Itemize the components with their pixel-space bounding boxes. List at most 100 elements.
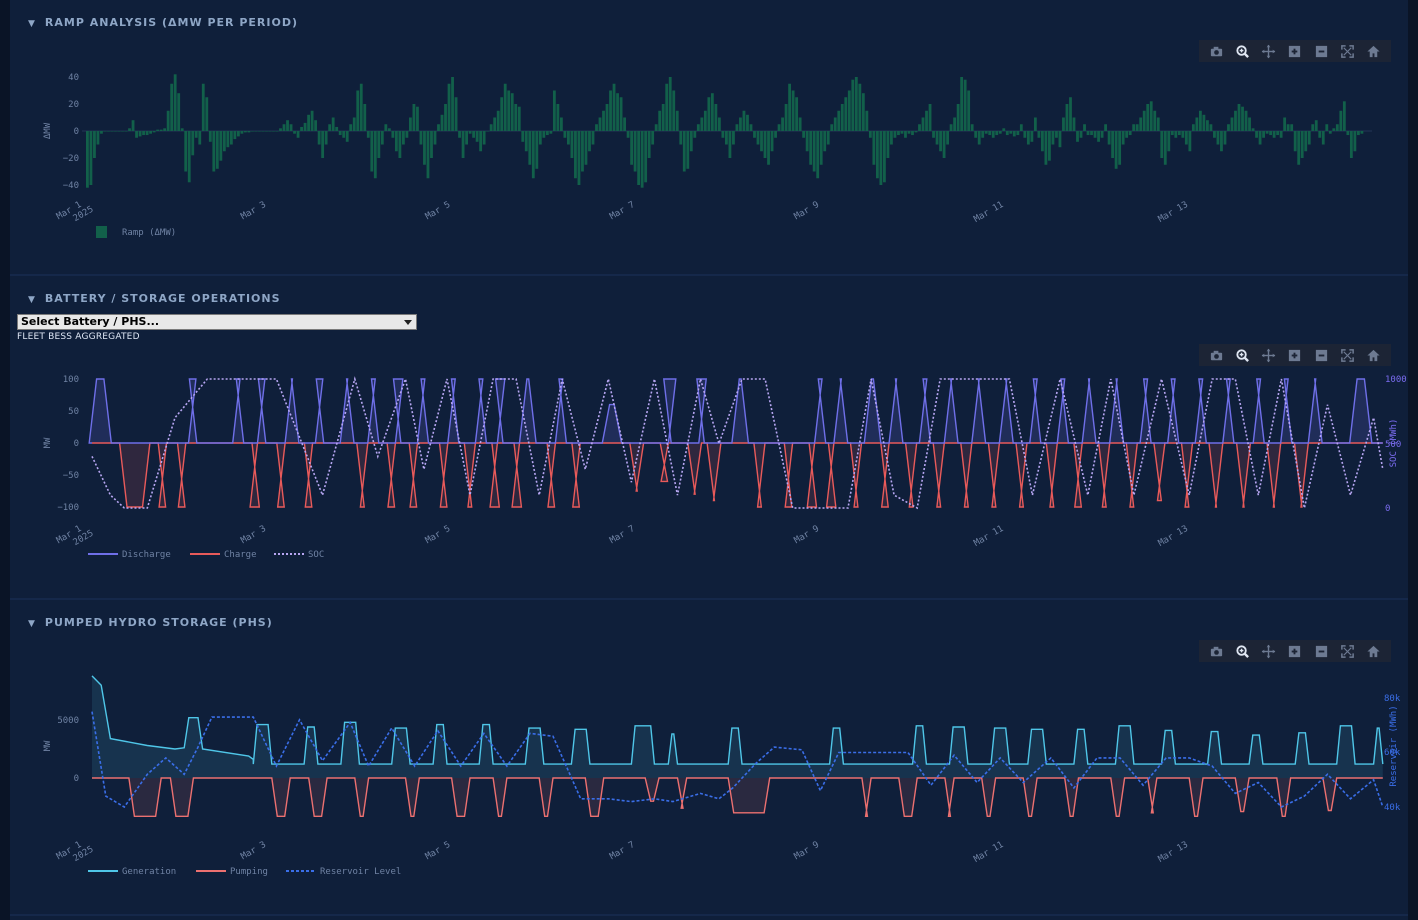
x-tick-label: Mar 3 [239, 524, 267, 546]
ramp-bar [465, 131, 468, 145]
ramp-bar [321, 131, 325, 158]
ramp-bar [286, 120, 289, 131]
ramp-bar [882, 131, 886, 183]
ramp-bar [121, 131, 124, 132]
ramp-bar [609, 90, 612, 131]
camera-button[interactable] [1206, 642, 1226, 660]
ramp-bar [524, 131, 528, 152]
reset-home-icon [1367, 645, 1380, 657]
x-tick-label: Mar 5 [424, 200, 452, 222]
reset-home-button[interactable] [1364, 642, 1384, 660]
ramp-bar [433, 131, 437, 145]
ramp-bar [1097, 131, 1100, 142]
ramp-bar [588, 131, 591, 152]
ramp-bar [289, 124, 293, 131]
ramp-bar [493, 117, 497, 131]
ramp-bar [861, 93, 865, 131]
ramp-bar [1149, 101, 1153, 131]
battery-panel-header[interactable]: ▼ BATTERY / STORAGE OPERATIONS [28, 292, 281, 305]
ramp-bar [1234, 110, 1237, 131]
collapse-caret-icon[interactable]: ▼ [28, 19, 36, 29]
ramp-bar [1002, 128, 1006, 131]
zoom-in-button[interactable] [1285, 642, 1305, 660]
ramp-bar [345, 131, 349, 142]
ramp-bar [1248, 117, 1251, 131]
battery-select[interactable]: Select Battery / PHS... [17, 314, 417, 330]
camera-button[interactable] [1206, 42, 1226, 60]
ramp-bar [935, 131, 939, 145]
ramp-bar [233, 131, 237, 140]
camera-button[interactable] [1206, 346, 1226, 364]
legend-item: Charge [190, 550, 257, 560]
camera-icon [1210, 646, 1222, 656]
ramp-bar [1307, 131, 1311, 145]
ramp-bar [914, 131, 918, 133]
ramp-bar [510, 93, 514, 131]
ramp-bar [774, 131, 777, 138]
ramp-bar [1170, 131, 1174, 136]
ramp-bar [970, 124, 974, 131]
ramp-bar [1072, 117, 1076, 131]
ramp-bar [538, 131, 542, 145]
zoom-button[interactable] [1232, 642, 1252, 660]
ramp-bar [1258, 131, 1262, 145]
zoom-button[interactable] [1232, 346, 1252, 364]
collapse-caret-icon[interactable]: ▼ [28, 295, 36, 305]
ramp-bar [956, 104, 960, 131]
legend-item: Pumping [196, 867, 268, 877]
reset-home-button[interactable] [1364, 42, 1384, 60]
zoom-in-button[interactable] [1285, 346, 1305, 364]
ramp-bar [86, 131, 89, 188]
zoom-icon [1236, 44, 1249, 58]
pan-icon [1262, 44, 1276, 58]
x-tick-label: Mar 13 [1157, 524, 1190, 549]
ramp-bar [598, 117, 602, 131]
ramp-bar [1142, 110, 1146, 131]
ramp-bar [514, 104, 518, 131]
ramp-bar [135, 131, 138, 138]
ramp-bar [335, 126, 339, 131]
phs-chart[interactable]: 5000 0 80k 60k 40k MW Reservoir (MWh) Mar 12025… [10, 600, 1408, 916]
pan-button[interactable] [1259, 642, 1279, 660]
ramp-bar [201, 83, 205, 131]
legend-item: Generation [88, 867, 176, 877]
ramp-bar [809, 131, 813, 165]
pan-button[interactable] [1259, 42, 1279, 60]
autoscale-button[interactable] [1338, 346, 1358, 364]
y-tick-label: 20 [68, 100, 79, 110]
zoom-out-button[interactable] [1311, 42, 1331, 60]
zoom-out-button[interactable] [1311, 642, 1331, 660]
x-tick-label-text: Mar 11 [972, 840, 1005, 865]
zoom-button[interactable] [1232, 42, 1252, 60]
ramp-bar [633, 131, 637, 172]
ramp-bar [577, 131, 581, 185]
zoom-out-button[interactable] [1311, 346, 1331, 364]
ramp-bar [163, 128, 167, 131]
ramp-bar [454, 97, 458, 131]
legend-item: Discharge [88, 550, 171, 560]
ramp-bar [268, 131, 272, 132]
zoom-in-icon [1289, 349, 1301, 361]
ramp-bar [1279, 131, 1283, 138]
pan-button[interactable] [1259, 346, 1279, 364]
ramp-bar [640, 131, 644, 188]
autoscale-button[interactable] [1338, 42, 1358, 60]
reset-home-button[interactable] [1364, 346, 1384, 364]
ramp-bar [559, 117, 563, 131]
ramp-bar [872, 131, 876, 165]
ramp-bar [1062, 117, 1065, 131]
x-tick-label: Mar 13 [1157, 840, 1190, 865]
ramp-panel-header[interactable]: ▼ RAMP ANALYSIS (ΔMW PER PERIOD) [28, 16, 298, 29]
x-tick-label: Mar 5 [424, 524, 452, 546]
ramp-bar [226, 131, 230, 148]
ramp-bar [661, 104, 665, 131]
autoscale-button[interactable] [1338, 642, 1358, 660]
ramp-bar [1181, 131, 1185, 138]
phs-panel-header[interactable]: ▼ PUMPED HYDRO STORAGE (PHS) [28, 616, 273, 629]
ramp-bar [784, 104, 788, 131]
ramp-bar [156, 129, 160, 131]
collapse-caret-icon[interactable]: ▼ [28, 619, 36, 629]
zoom-in-button[interactable] [1285, 42, 1305, 60]
